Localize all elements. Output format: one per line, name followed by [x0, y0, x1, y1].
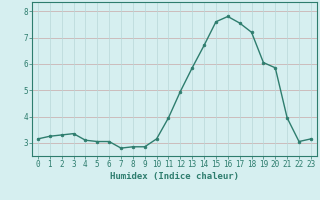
- X-axis label: Humidex (Indice chaleur): Humidex (Indice chaleur): [110, 172, 239, 181]
